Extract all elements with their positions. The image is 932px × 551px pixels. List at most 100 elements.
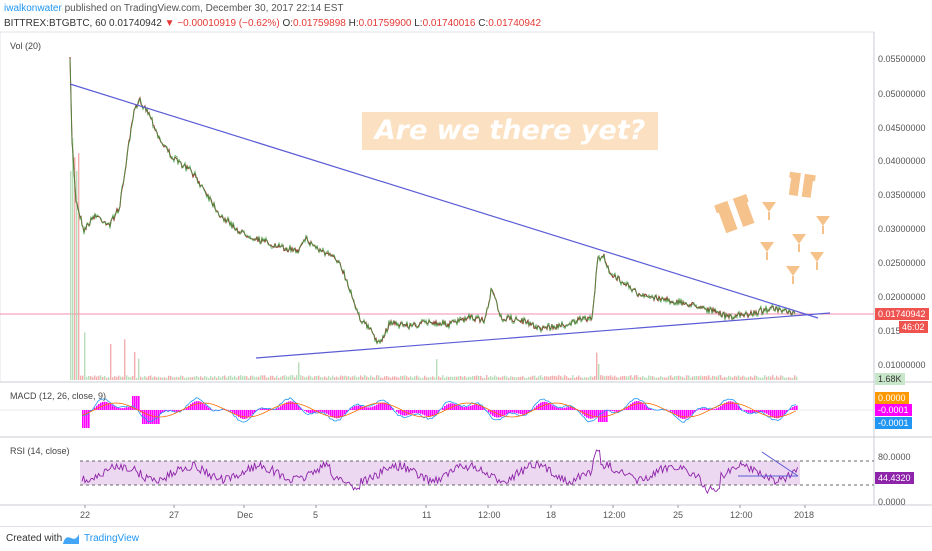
time-label: 25 xyxy=(673,510,683,520)
macd-bar xyxy=(560,408,562,410)
volume-bar xyxy=(154,376,155,380)
volume-bar xyxy=(724,377,725,380)
volume-bar xyxy=(636,375,637,380)
volume-bar xyxy=(342,376,343,380)
volume-bar xyxy=(292,375,293,380)
volume-bar xyxy=(248,378,249,380)
macd-bar xyxy=(96,406,98,410)
volume-bar xyxy=(204,376,205,380)
volume-bar xyxy=(706,376,707,380)
macd-indicator-label[interactable]: MACD (12, 26, close, 9) xyxy=(10,391,106,401)
macd-bar xyxy=(372,407,374,410)
volume-bar xyxy=(190,377,191,380)
volume-bar xyxy=(554,376,555,380)
volume-bar xyxy=(260,375,261,380)
tradingview-logo-icon[interactable] xyxy=(62,532,80,546)
macd-bar xyxy=(500,410,502,417)
volume-bar xyxy=(396,377,397,380)
volume-bar xyxy=(728,376,729,380)
volume-bar xyxy=(644,377,645,380)
volume-bar xyxy=(192,377,193,380)
volume-bar xyxy=(236,378,237,381)
macd-bar xyxy=(554,407,556,411)
volume-bar xyxy=(126,375,127,380)
macd-bar xyxy=(690,410,692,416)
rsi-top-tick: 80.0000 xyxy=(878,452,911,462)
macd-bar xyxy=(564,408,566,410)
volume-bar xyxy=(572,375,573,380)
volume-tag: 1.68K xyxy=(875,373,905,385)
volume-bar xyxy=(90,376,91,380)
macd-bar xyxy=(794,406,796,410)
macd-bar xyxy=(380,403,382,410)
macd-bar xyxy=(294,403,296,410)
volume-bar xyxy=(610,375,611,380)
macd-bar xyxy=(720,406,722,410)
macd-bar xyxy=(612,410,614,411)
volume-bar xyxy=(704,376,705,380)
volume-bar xyxy=(168,376,169,380)
volume-bar xyxy=(486,375,487,380)
volume-bar xyxy=(408,377,409,380)
volume-bar xyxy=(756,376,757,380)
vol-indicator-label[interactable]: Vol (20) xyxy=(10,41,41,51)
volume-bar xyxy=(380,378,381,381)
volume-bar xyxy=(634,375,635,380)
volume-bar xyxy=(734,376,735,380)
volume-bar xyxy=(472,376,473,380)
volume-bar xyxy=(264,375,265,380)
price-tick: 0.04500000 xyxy=(878,123,926,133)
macd-bar xyxy=(728,401,730,410)
macd-line-tag: -0.0001 xyxy=(875,417,912,429)
volume-bar xyxy=(630,375,631,380)
volume-bar xyxy=(278,378,279,380)
volume-bar xyxy=(212,377,213,380)
volume-bar xyxy=(330,377,331,380)
volume-bar xyxy=(758,377,759,380)
macd-bar xyxy=(748,410,750,413)
volume-bar xyxy=(546,376,547,380)
macd-bar xyxy=(282,405,284,410)
chart-canvas[interactable] xyxy=(0,0,932,526)
macd-bar xyxy=(208,408,210,410)
volume-bar xyxy=(606,376,607,380)
macd-bar xyxy=(712,409,714,410)
volume-bar xyxy=(710,378,711,380)
volume-bar xyxy=(750,376,751,380)
volume-bar xyxy=(668,376,669,380)
volume-bar xyxy=(372,377,373,380)
volume-bar xyxy=(150,376,151,381)
volume-bar xyxy=(522,376,523,380)
macd-bar xyxy=(82,410,84,428)
volume-bar xyxy=(794,375,795,380)
volume-bar xyxy=(296,375,297,380)
volume-bar xyxy=(98,376,99,380)
volume-bar xyxy=(702,376,703,380)
volume-bar xyxy=(736,377,737,380)
volume-bar xyxy=(762,378,763,380)
price-series-green xyxy=(70,59,795,344)
volume-bar xyxy=(446,376,447,380)
volume-bar xyxy=(608,376,609,380)
macd-bar xyxy=(304,410,306,411)
macd-bar xyxy=(768,410,770,415)
annotation-banner[interactable]: Are we there yet? xyxy=(362,112,658,150)
macd-bar xyxy=(632,403,634,411)
macd-bar xyxy=(644,405,646,410)
macd-bar xyxy=(516,410,518,413)
tradingview-link[interactable]: TradingView xyxy=(84,533,139,544)
rsi-indicator-label[interactable]: RSI (14, close) xyxy=(10,446,70,456)
macd-bar xyxy=(146,410,148,424)
macd-bar xyxy=(460,406,462,410)
price-tick: 0.04000000 xyxy=(878,156,926,166)
ascending-trendline[interactable] xyxy=(256,313,830,358)
volume-bar xyxy=(560,376,561,380)
macd-bar xyxy=(682,410,684,419)
volume-bar xyxy=(348,376,349,380)
volume-bar xyxy=(696,376,697,380)
volume-bar xyxy=(104,376,105,380)
macd-bar xyxy=(474,405,476,410)
volume-bar xyxy=(156,377,157,380)
volume-bar xyxy=(492,377,493,380)
macd-bar xyxy=(462,407,464,410)
